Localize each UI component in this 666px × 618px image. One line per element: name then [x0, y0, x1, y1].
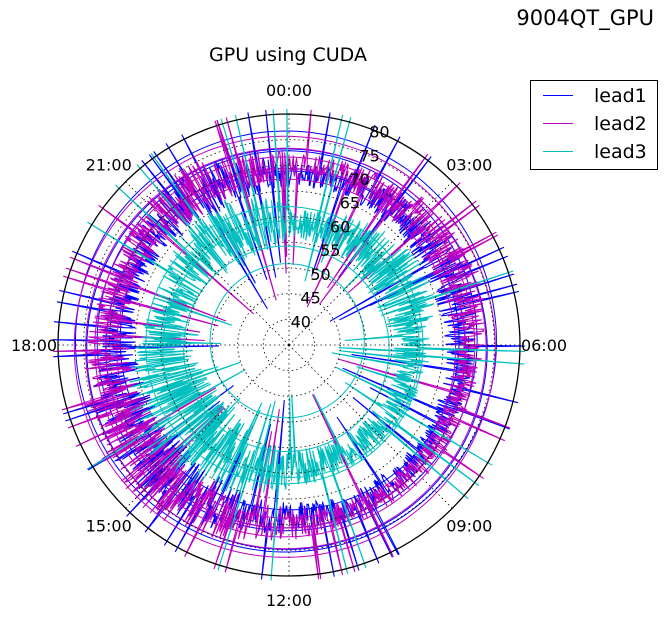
legend-item-lead2: lead2 — [531, 112, 657, 136]
radial-tick-label: 50 — [310, 265, 330, 284]
grid-circle — [160, 216, 418, 474]
polar-grid — [57, 113, 521, 577]
grid-circle — [185, 241, 393, 449]
radial-tick-label: 75 — [359, 146, 379, 165]
polar-frame — [57, 113, 521, 577]
radial-tick-label: 80 — [369, 123, 389, 142]
series-loop-lead3 — [145, 205, 424, 485]
axis-labels: 00:00 03:00 06:00 09:00 12:00 15:00 18:00 21:00… — [11, 81, 567, 610]
series-loop-lead3 — [183, 245, 390, 452]
angle-tick-label: 18:00 — [11, 336, 57, 355]
legend-item-lead1: lead1 — [531, 84, 657, 108]
series-loop-lead1 — [86, 148, 488, 550]
angle-tick-label: 09:00 — [446, 516, 492, 535]
series-loop-lead3 — [209, 263, 365, 419]
angle-tick-label: 12:00 — [266, 591, 312, 610]
series-loop-lead2 — [116, 178, 456, 519]
legend-swatch-lead1 — [543, 95, 573, 96]
angle-tick-label: 15:00 — [86, 516, 132, 535]
legend-label-lead3: lead3 — [594, 141, 647, 163]
series-loop-lead2 — [105, 168, 466, 529]
legend-label-lead1: lead1 — [594, 85, 647, 107]
radial-tick-label: 40 — [291, 312, 311, 331]
grid-circle — [108, 164, 470, 526]
legend-item-lead3: lead3 — [531, 140, 657, 164]
grid-circle — [237, 293, 341, 397]
radial-tick-label: 55 — [320, 241, 340, 260]
grid-circle — [83, 139, 495, 551]
legend-swatch-lead3 — [543, 151, 573, 152]
angle-tick-label: 03:00 — [446, 156, 492, 175]
angle-tick-label: 21:00 — [86, 156, 132, 175]
figure-corner-title: 9004QT_GPU — [516, 6, 654, 30]
legend-swatch-lead2 — [543, 123, 573, 124]
legend: lead1 lead2 lead3 — [530, 80, 658, 170]
radial-tick-label: 70 — [350, 170, 370, 189]
radial-tick-label: 65 — [340, 194, 360, 213]
grid-circle — [262, 318, 316, 372]
series-loop-lead2 — [94, 156, 476, 538]
legend-label-lead2: lead2 — [594, 113, 647, 135]
radial-tick-label: 60 — [330, 217, 350, 236]
radial-tick-label: 45 — [300, 289, 320, 308]
angle-tick-label: 06:00 — [521, 336, 567, 355]
chart-title: GPU using CUDA — [209, 44, 367, 66]
angle-tick-label: 00:00 — [266, 81, 312, 100]
series-trace-lead2 — [52, 109, 511, 580]
